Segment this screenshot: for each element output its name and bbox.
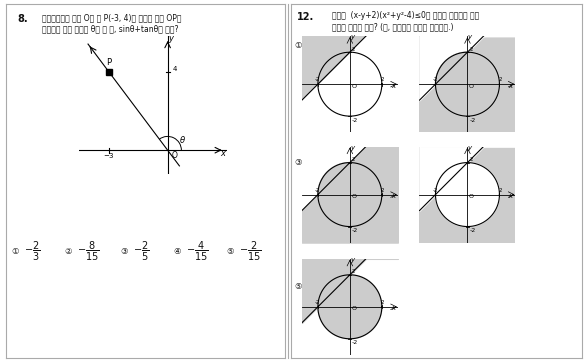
- Text: $x$: $x$: [390, 304, 397, 312]
- Text: ②: ②: [439, 41, 447, 50]
- Text: $y$: $y$: [349, 33, 356, 42]
- Text: $x$: $x$: [390, 82, 397, 90]
- Text: -2: -2: [352, 228, 358, 233]
- Text: 부등식  (x-y+2)(x²+y²-4)≤0의 영역을 좌표평면 위에: 부등식 (x-y+2)(x²+y²-4)≤0의 영역을 좌표평면 위에: [332, 12, 479, 20]
- Polygon shape: [318, 52, 350, 84]
- Text: $-3$: $-3$: [103, 151, 115, 160]
- Text: O: O: [172, 151, 178, 160]
- Text: -2: -2: [315, 77, 320, 82]
- Text: 2: 2: [352, 47, 355, 52]
- Text: ⑤: ⑤: [226, 248, 234, 256]
- Text: 2: 2: [499, 77, 502, 82]
- Text: -2: -2: [433, 188, 438, 193]
- Text: 2: 2: [381, 300, 385, 305]
- Text: ①: ①: [294, 41, 302, 50]
- Text: $4$: $4$: [172, 64, 178, 73]
- Polygon shape: [318, 275, 382, 339]
- Text: $x$: $x$: [508, 192, 514, 200]
- Polygon shape: [318, 163, 382, 227]
- Text: O: O: [469, 194, 474, 199]
- Text: 2: 2: [499, 188, 502, 193]
- Text: ③: ③: [121, 248, 128, 256]
- Text: -2: -2: [352, 118, 358, 123]
- Text: $-\dfrac{2}{5}$: $-\dfrac{2}{5}$: [133, 240, 149, 264]
- Text: $y$: $y$: [467, 33, 473, 42]
- Text: ⑤: ⑤: [294, 282, 302, 291]
- Text: O: O: [351, 194, 356, 199]
- Text: ④: ④: [439, 158, 447, 167]
- Text: $y$: $y$: [467, 144, 473, 153]
- Text: 12.: 12.: [297, 13, 314, 22]
- Text: P: P: [106, 58, 111, 67]
- Text: $-\dfrac{4}{15}$: $-\dfrac{4}{15}$: [186, 240, 209, 264]
- Text: O: O: [469, 84, 474, 89]
- Text: 2: 2: [381, 77, 385, 82]
- Text: θ: θ: [179, 136, 185, 145]
- Text: $x$: $x$: [508, 82, 514, 90]
- Text: 2: 2: [352, 269, 355, 274]
- Text: -2: -2: [469, 118, 476, 123]
- Text: 2: 2: [469, 157, 473, 162]
- Text: ③: ③: [294, 158, 302, 167]
- Text: 좌표평면에서 원점 O와 점 P(-3, 4)을 지나는 동경 OP가: 좌표평면에서 원점 O와 점 P(-3, 4)을 지나는 동경 OP가: [42, 13, 182, 22]
- Text: $y$: $y$: [349, 256, 356, 265]
- Text: 8.: 8.: [17, 14, 28, 24]
- Text: O: O: [351, 306, 356, 311]
- Polygon shape: [436, 163, 467, 195]
- Text: -2: -2: [315, 188, 320, 193]
- Text: 2: 2: [352, 157, 355, 162]
- Text: $y$: $y$: [349, 144, 356, 153]
- Text: O: O: [351, 84, 356, 89]
- Text: $-\dfrac{2}{15}$: $-\dfrac{2}{15}$: [239, 240, 262, 264]
- Polygon shape: [318, 163, 382, 227]
- Text: -2: -2: [469, 228, 476, 233]
- Text: -2: -2: [315, 300, 320, 305]
- Text: 나타내는 각의 크기를 θ라 할 때, sinθ+tanθ의 값은?: 나타내는 각의 크기를 θ라 할 때, sinθ+tanθ의 값은?: [42, 24, 179, 33]
- Text: 2: 2: [469, 47, 473, 52]
- Text: $x$: $x$: [220, 150, 227, 159]
- Text: 2: 2: [381, 188, 385, 193]
- Text: $-\dfrac{2}{3}$: $-\dfrac{2}{3}$: [24, 240, 41, 264]
- Polygon shape: [318, 52, 382, 116]
- Text: ①: ①: [12, 248, 19, 256]
- Polygon shape: [436, 163, 499, 227]
- Text: -2: -2: [433, 77, 438, 82]
- Text: -2: -2: [352, 340, 358, 345]
- Text: $-\dfrac{8}{15}$: $-\dfrac{8}{15}$: [77, 240, 100, 264]
- Text: 어떻게 나타낸 것은? (단, 경계선은 영역에 포함된다.): 어떻게 나타낸 것은? (단, 경계선은 영역에 포함된다.): [332, 22, 453, 31]
- Polygon shape: [436, 52, 499, 116]
- Text: ④: ④: [173, 248, 181, 256]
- Text: ②: ②: [65, 248, 72, 256]
- Text: $x$: $x$: [390, 192, 397, 200]
- Text: $y$: $y$: [168, 34, 176, 45]
- Polygon shape: [436, 52, 499, 116]
